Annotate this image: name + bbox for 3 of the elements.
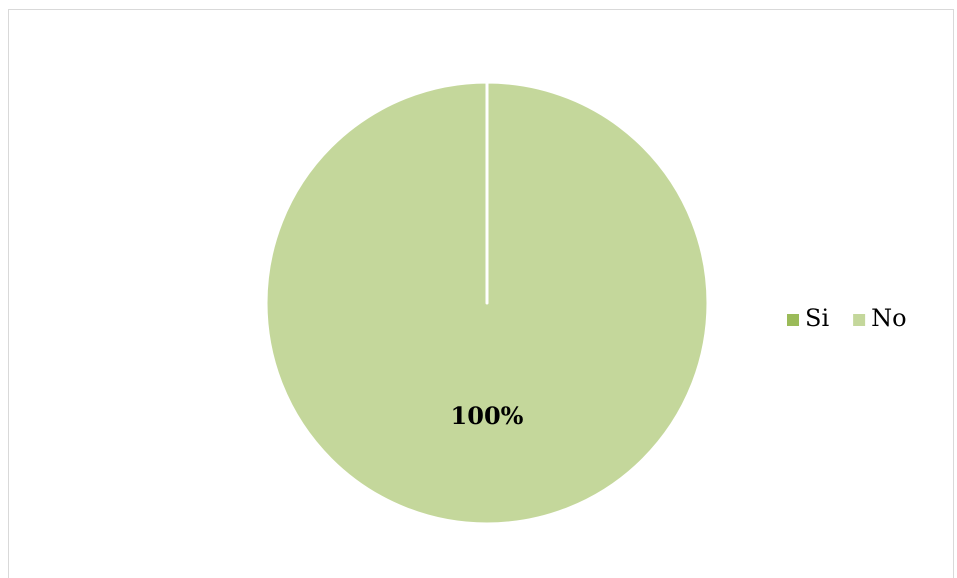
legend-label: No [871, 304, 907, 332]
data-label: 100% [450, 401, 524, 430]
legend-label: Si [805, 304, 830, 332]
